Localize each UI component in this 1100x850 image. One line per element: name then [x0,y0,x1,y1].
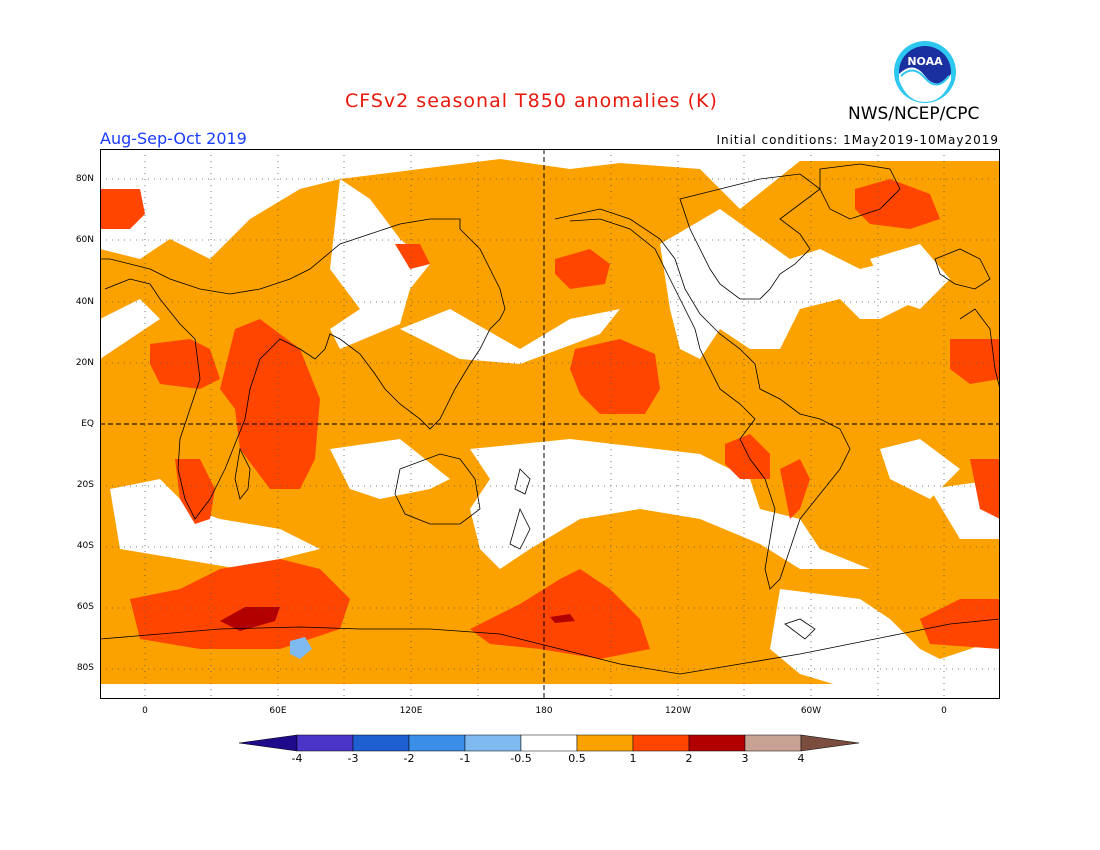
colorbar-label: -0.5 [510,752,532,765]
colorbar-segment-neutral [520,734,578,752]
lat-label-80s: 80S [76,663,94,673]
colorbar-label: -2 [403,752,415,765]
lat-label-60n: 60N [75,235,94,245]
colorbar-segment-05-1 [576,734,634,752]
lon-label-0: 0 [142,706,148,716]
lat-label-40s: 40S [76,541,94,551]
lon-label-120e: 120E [399,706,423,716]
colorbar-label: -4 [291,752,303,765]
colorbar-label: 4 [797,752,805,765]
colorbar-label: 3 [741,752,749,765]
anomaly-fill-strong [100,179,1000,659]
colorbar-segment-neg3-neg2 [352,734,410,752]
lon-label-60w: 60W [800,706,822,716]
initial-conditions: Initial conditions: 1May2019-10May2019 [716,133,999,147]
colorbar-segment-1-2 [632,734,690,752]
colorbar-label: 1 [629,752,637,765]
anomaly-map [100,149,1000,699]
lon-label-180: 180 [535,706,553,716]
lat-label-eq: EQ [81,419,94,429]
colorbar [238,734,861,756]
colorbar-segment-2-3 [688,734,746,752]
noaa-logo-icon: NOAA [893,40,957,104]
colorbar-label: 0.5 [568,752,586,765]
lat-label-80n: 80N [75,174,94,184]
lon-label-0-right: 0 [941,706,947,716]
colorbar-segment-above-4 [800,734,860,752]
colorbar-segment-neg2-neg1 [408,734,466,752]
colorbar-segment-below-neg4 [238,734,298,752]
graticule [100,149,1000,699]
near-zero-regions [100,149,1000,689]
lon-label-60e: 60E [269,706,287,716]
organization-label: NWS/NCEP/CPC [848,104,980,124]
lat-label-60s: 60S [76,602,94,612]
coastlines [100,163,1000,675]
colorbar-segment-neg4-neg3 [296,734,354,752]
lat-label-20s: 20S [76,480,94,490]
svg-text:NOAA: NOAA [907,55,943,68]
colorbar-segment-3-4 [744,734,802,752]
colorbar-label: -1 [459,752,471,765]
forecast-period: Aug-Sep-Oct 2019 [100,129,247,148]
colorbar-segment-neg1-neg05 [464,734,522,752]
colorbar-label: -3 [347,752,359,765]
lat-label-20n: 20N [75,358,94,368]
anomaly-fill-negative [290,637,312,659]
lon-label-120w: 120W [664,706,692,716]
map-title: CFSv2 seasonal T850 anomalies (K) [345,90,718,112]
colorbar-label: 2 [685,752,693,765]
anomaly-fill-very-strong [220,607,575,631]
lat-label-40n: 40N [75,297,94,307]
reference-lines [100,149,1000,699]
